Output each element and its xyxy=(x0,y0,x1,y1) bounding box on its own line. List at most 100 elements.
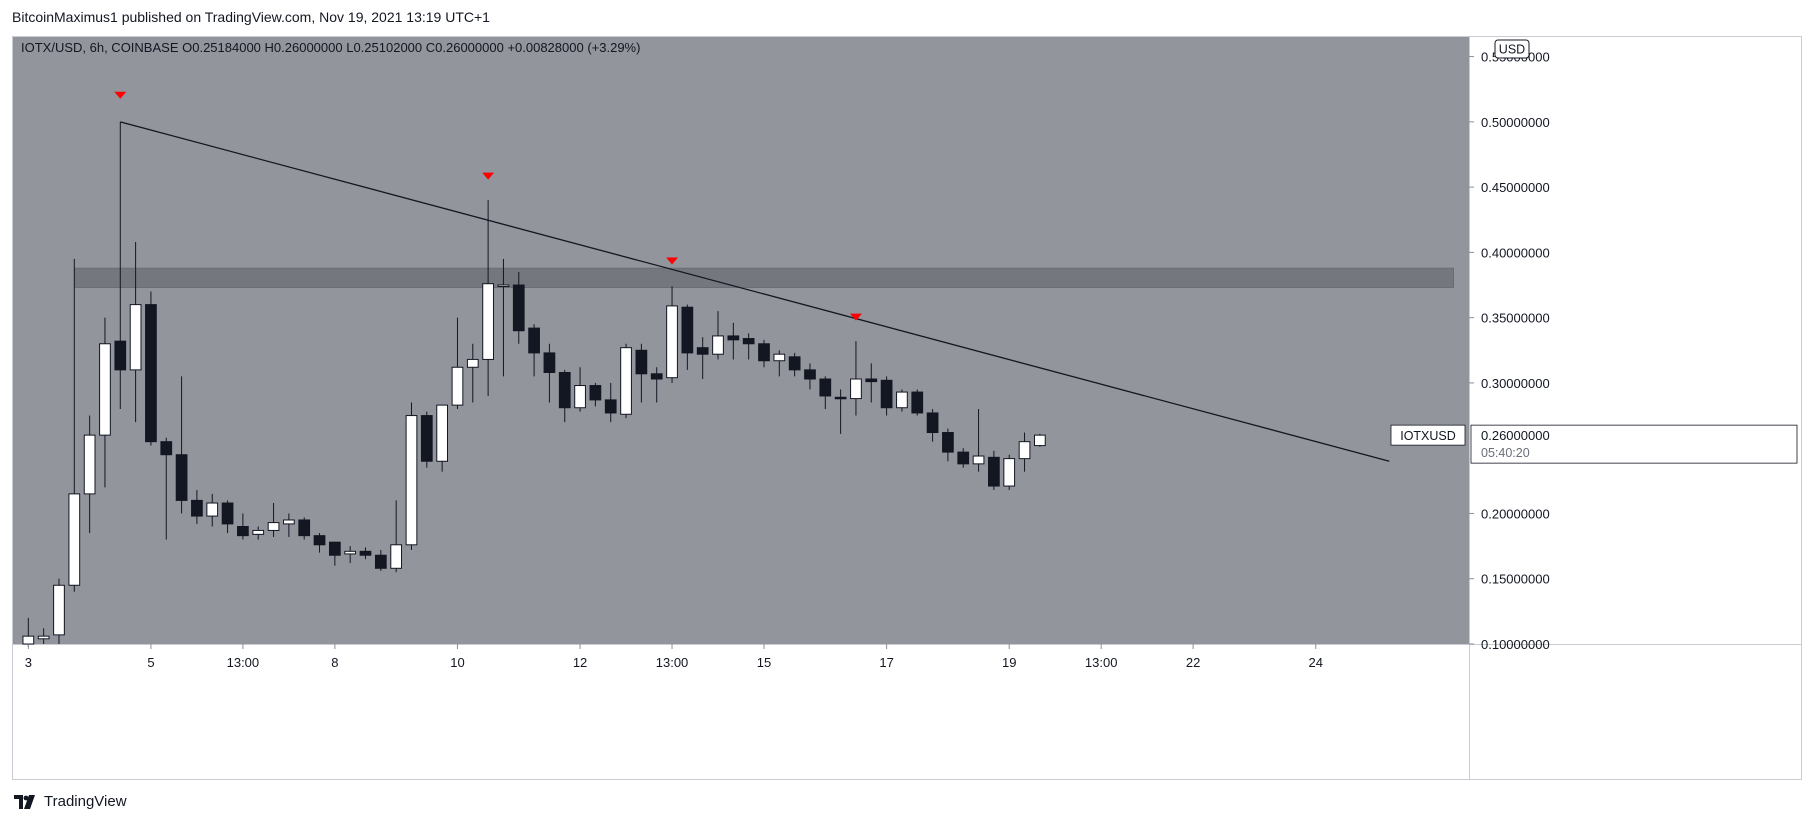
x-tick-label: 22 xyxy=(1186,655,1200,670)
candle xyxy=(390,544,403,569)
attribution-text: BitcoinMaximus1 published on TradingView… xyxy=(12,9,490,25)
candle xyxy=(374,554,387,569)
tradingview-brand: TradingView xyxy=(44,793,127,810)
price-axis xyxy=(1469,37,1801,779)
candle xyxy=(191,499,203,517)
candle xyxy=(742,338,755,345)
candle xyxy=(512,284,525,332)
candle xyxy=(972,455,985,465)
candle xyxy=(37,635,50,640)
price-tag-countdown: 05:40:20 xyxy=(1481,446,1530,460)
candle xyxy=(328,541,341,556)
x-tick-label: 8 xyxy=(331,655,338,670)
price-tag-value: 0.26000000 xyxy=(1481,428,1550,443)
candle xyxy=(574,385,586,409)
x-tick-label: 3 xyxy=(25,655,32,670)
ohlc-l-value: 0.25102000 xyxy=(353,40,425,55)
x-tick-label: 13:00 xyxy=(227,655,260,670)
sell-marker-icon xyxy=(666,257,679,265)
candle xyxy=(635,349,648,375)
candle xyxy=(758,343,770,362)
candle xyxy=(145,304,157,443)
ohlc-c-label: C xyxy=(426,40,435,55)
candle xyxy=(482,283,494,360)
candle xyxy=(911,391,924,414)
candle xyxy=(727,335,740,341)
time-axis xyxy=(13,644,1469,779)
candle xyxy=(773,353,786,362)
candle xyxy=(160,441,173,456)
x-tick-label: 19 xyxy=(1002,655,1016,670)
candle xyxy=(666,305,678,379)
candle xyxy=(926,412,939,434)
candle xyxy=(83,434,96,495)
ohlc-c-value: 0.26000000 xyxy=(435,40,507,55)
ohlc-l-label: L xyxy=(346,40,353,55)
tradingview-logo[interactable]: TradingView xyxy=(14,793,127,810)
candle xyxy=(405,415,418,546)
symbol-tag-label: IOTXUSD xyxy=(1400,429,1456,443)
candle xyxy=(865,378,878,383)
candlestick-chart[interactable]: 0.550000000.500000000.450000000.40000000… xyxy=(13,37,1801,779)
y-tick-label: 0.30000000 xyxy=(1481,376,1550,391)
x-tick-label: 13:00 xyxy=(656,655,689,670)
currency-badge-label: USD xyxy=(1499,43,1525,57)
candle xyxy=(604,399,617,414)
price-tag xyxy=(1470,424,1798,464)
candle xyxy=(99,343,111,436)
candle xyxy=(712,335,724,355)
candle xyxy=(68,493,81,586)
y-tick-label: 0.10000000 xyxy=(1481,637,1550,652)
candle xyxy=(558,371,571,409)
candle xyxy=(252,529,265,535)
y-tick-label: 0.40000000 xyxy=(1481,245,1550,260)
tradingview-logo-icon xyxy=(14,794,35,809)
candle xyxy=(957,451,970,465)
candle xyxy=(129,304,142,371)
x-tick-label: 24 xyxy=(1309,655,1323,670)
ohlc-o-value: 0.25184000 xyxy=(192,40,264,55)
candle xyxy=(53,584,65,636)
sell-marker-icon xyxy=(114,91,127,99)
x-tick-label: 17 xyxy=(879,655,893,670)
x-tick-label: 5 xyxy=(147,655,154,670)
ohlc-o-label: O xyxy=(182,40,192,55)
candle xyxy=(1033,434,1046,447)
candle xyxy=(834,396,847,400)
chart-frame[interactable]: 0.550000000.500000000.450000000.40000000… xyxy=(12,36,1802,780)
ohlc-h-value: 0.26000000 xyxy=(274,40,346,55)
y-tick-label: 0.15000000 xyxy=(1481,572,1550,587)
candle xyxy=(206,502,219,517)
candle xyxy=(850,378,862,400)
candle xyxy=(681,306,694,354)
x-tick-label: 10 xyxy=(450,655,464,670)
candle xyxy=(359,550,372,556)
candle xyxy=(804,369,816,380)
x-tick-label: 12 xyxy=(573,655,587,670)
y-tick-label: 0.20000000 xyxy=(1481,506,1550,521)
candle xyxy=(237,526,249,537)
candle xyxy=(497,284,510,288)
x-tick-label: 13:00 xyxy=(1085,655,1118,670)
candle xyxy=(114,340,127,371)
ohlc-legend: IOTX/USD, 6h, COINBASE O0.25184000 H0.26… xyxy=(21,40,640,55)
candle xyxy=(466,358,479,368)
candle xyxy=(283,519,295,525)
ohlc-change: +0.00828000 (+3.29%) xyxy=(507,40,640,55)
candle xyxy=(420,415,433,462)
candle xyxy=(589,385,602,401)
candle xyxy=(1003,458,1016,487)
candle xyxy=(22,635,35,645)
candle xyxy=(696,347,709,355)
candle xyxy=(620,347,632,415)
candle xyxy=(650,373,663,380)
candle xyxy=(942,432,954,453)
symbol-tag xyxy=(1390,424,1466,446)
candle xyxy=(1018,441,1031,460)
candle xyxy=(436,404,449,462)
candle xyxy=(880,379,893,409)
candle xyxy=(819,378,832,397)
candle xyxy=(896,391,908,409)
candle xyxy=(267,522,280,531)
ohlc-h-label: H xyxy=(265,40,274,55)
